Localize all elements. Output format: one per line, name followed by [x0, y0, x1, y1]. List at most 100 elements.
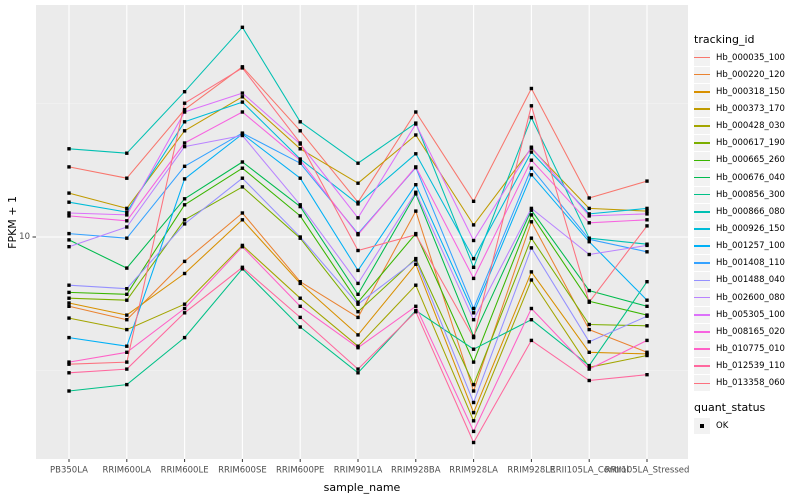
legend-item-label: Hb_001488_040: [716, 275, 785, 286]
x-tick-label: RRIM928LE: [507, 466, 555, 476]
data-point: [240, 131, 245, 135]
legend-key-line: [694, 56, 710, 59]
black-square-marker-icon: [700, 423, 704, 428]
data-point: [182, 197, 187, 201]
data-point: [587, 340, 591, 344]
data-point: [182, 90, 187, 94]
data-point: [587, 206, 591, 211]
data-point: [645, 224, 649, 228]
data-point: [298, 141, 302, 145]
legend-key-line: [694, 331, 710, 333]
data-point: [67, 335, 71, 340]
data-point: [298, 214, 302, 218]
data-point: [125, 206, 129, 211]
legend-item-Hb_012539_110: Hb_012539_110: [694, 358, 785, 375]
data-point: [529, 145, 534, 149]
data-point: [182, 110, 187, 114]
data-point: [529, 236, 534, 240]
data-point: [67, 283, 71, 287]
data-point: [645, 338, 649, 343]
data-point: [125, 313, 129, 317]
data-point: [645, 206, 649, 211]
data-point: [529, 306, 534, 311]
legend-key-swatch: [694, 118, 710, 135]
data-point: [240, 160, 245, 164]
data-point: [240, 133, 245, 138]
data-point: [298, 161, 302, 165]
data-point: [67, 231, 71, 236]
legend-item-Hb_002600_080: Hb_002600_080: [694, 289, 785, 306]
legend-item-Hb_000856_300: Hb_000856_300: [694, 186, 785, 203]
data-point: [125, 219, 129, 223]
data-point: [298, 281, 302, 286]
data-point: [587, 212, 591, 216]
data-point: [125, 298, 129, 302]
legend-key-swatch: [694, 186, 710, 203]
data-point: [240, 265, 245, 269]
legend-item-label: Hb_008165_020: [716, 326, 785, 337]
legend-item-label: Hb_000318_150: [716, 86, 785, 97]
data-point: [298, 325, 302, 329]
data-point: [240, 176, 245, 180]
data-point: [414, 233, 418, 237]
data-point: [240, 66, 245, 70]
legend-key-line: [694, 296, 710, 299]
legend-item-Hb_000926_150: Hb_000926_150: [694, 221, 785, 238]
data-point: [414, 258, 418, 262]
data-point: [471, 223, 476, 227]
legend-item-label: Hb_000866_080: [716, 206, 785, 217]
legend-key-swatch: [694, 66, 710, 83]
legend-item-Hb_000676_040: Hb_000676_040: [694, 169, 785, 186]
data-point: [240, 100, 245, 104]
data-point: [587, 196, 591, 200]
x-tick-label: RRIM928LA: [449, 466, 498, 476]
data-point: [125, 360, 129, 364]
legend-key-swatch: [694, 83, 710, 100]
data-point: [471, 265, 476, 269]
legend-key-line: [694, 348, 710, 350]
plot-panel: [36, 5, 688, 459]
data-point: [587, 327, 591, 332]
data-point: [529, 278, 534, 282]
legend-item-Hb_001408_110: Hb_001408_110: [694, 255, 785, 272]
legend-key-swatch: [694, 289, 710, 306]
data-point: [67, 360, 71, 364]
data-point: [587, 350, 591, 354]
data-point: [125, 292, 129, 296]
data-point: [125, 344, 129, 348]
data-point: [356, 233, 360, 237]
x-tick-label: RRIM600PE: [276, 466, 324, 476]
data-point: [67, 245, 71, 249]
data-point: [182, 271, 187, 276]
legend-key-swatch: [694, 306, 710, 323]
data-point: [587, 300, 591, 304]
x-tick-label: RRIM600LA: [102, 466, 151, 476]
data-point: [356, 268, 360, 273]
data-point: [125, 327, 129, 332]
x-tick-label: RRII105LA_Control: [550, 466, 629, 476]
data-point: [645, 324, 649, 328]
data-point: [298, 204, 302, 209]
data-point: [471, 440, 476, 445]
legend-item-label: Hb_000617_190: [716, 138, 785, 149]
data-point: [529, 150, 534, 154]
legend-item-label: Hb_001408_110: [716, 258, 785, 269]
data-point: [414, 190, 418, 194]
data-point: [471, 318, 476, 322]
x-tick-label: PB350LA: [50, 466, 88, 476]
legend-key-swatch: [694, 100, 710, 117]
data-point: [471, 311, 476, 315]
data-point: [67, 200, 71, 204]
data-point: [529, 115, 534, 120]
legend-key-swatch: [694, 323, 710, 340]
data-point: [125, 151, 129, 155]
data-point: [587, 378, 591, 383]
data-point: [182, 311, 187, 315]
data-point: [414, 209, 418, 213]
data-point: [471, 276, 476, 281]
data-point: [356, 161, 360, 165]
data-point: [182, 203, 187, 207]
data-point: [125, 350, 129, 354]
data-point: [587, 252, 591, 257]
data-point: [182, 120, 187, 124]
